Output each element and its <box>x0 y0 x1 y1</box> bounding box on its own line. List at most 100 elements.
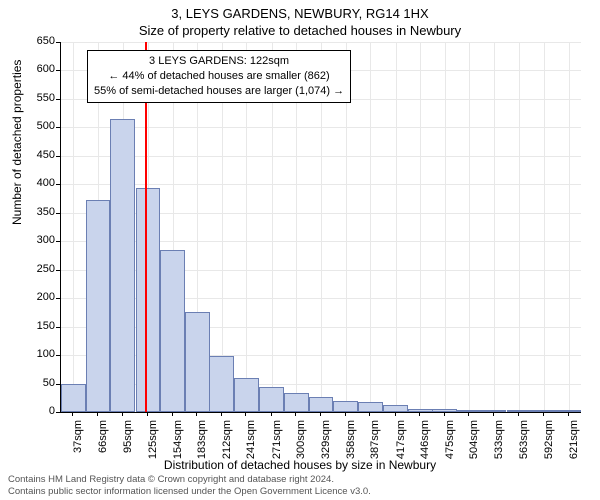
grid-line-vertical <box>396 42 397 412</box>
grid-line-vertical <box>544 42 545 412</box>
histogram-bar <box>209 356 234 412</box>
y-tick <box>56 241 60 242</box>
x-tick <box>320 412 321 416</box>
x-tick <box>196 412 197 416</box>
x-tick <box>395 412 396 416</box>
histogram-bar <box>358 402 383 412</box>
x-tick-label: 95sqm <box>122 420 134 465</box>
y-tick <box>56 213 60 214</box>
histogram-bar <box>86 200 111 412</box>
x-tick <box>221 412 222 416</box>
histogram-bar <box>185 312 210 412</box>
y-tick <box>56 70 60 71</box>
x-tick <box>518 412 519 416</box>
x-tick-label: 300sqm <box>295 420 307 465</box>
y-tick-label: 400 <box>25 177 55 189</box>
x-tick-label: 329sqm <box>320 420 332 465</box>
grid-line-vertical <box>569 42 570 412</box>
x-tick <box>245 412 246 416</box>
y-tick <box>56 327 60 328</box>
y-tick-label: 250 <box>25 263 55 275</box>
x-tick-label: 154sqm <box>172 420 184 465</box>
x-tick-label: 66sqm <box>97 420 109 465</box>
y-tick-label: 150 <box>25 320 55 332</box>
x-tick <box>419 412 420 416</box>
y-tick <box>56 42 60 43</box>
x-tick <box>345 412 346 416</box>
histogram-bar <box>383 405 408 412</box>
x-tick <box>369 412 370 416</box>
x-tick <box>295 412 296 416</box>
histogram-bar <box>556 410 581 412</box>
y-tick-label: 500 <box>25 120 55 132</box>
footer-line-2: Contains public sector information licen… <box>8 486 371 497</box>
x-tick-label: 533sqm <box>493 420 505 465</box>
x-tick-label: 592sqm <box>543 420 555 465</box>
histogram-bar <box>110 119 135 412</box>
x-tick <box>568 412 569 416</box>
histogram-bar <box>457 410 482 412</box>
histogram-bar <box>259 387 284 412</box>
y-tick-label: 100 <box>25 348 55 360</box>
x-tick-label: 241sqm <box>245 420 257 465</box>
chart-container: 3, LEYS GARDENS, NEWBURY, RG14 1HX Size … <box>0 0 600 500</box>
y-tick-label: 650 <box>25 35 55 47</box>
x-tick <box>97 412 98 416</box>
y-tick <box>56 127 60 128</box>
y-tick-label: 350 <box>25 206 55 218</box>
chart-title-sub: Size of property relative to detached ho… <box>0 23 600 38</box>
histogram-bar <box>284 393 309 412</box>
y-tick-label: 450 <box>25 149 55 161</box>
chart-title-main: 3, LEYS GARDENS, NEWBURY, RG14 1HX <box>0 6 600 21</box>
x-tick <box>543 412 544 416</box>
grid-line-vertical <box>370 42 371 412</box>
annotation-line-2: ← 44% of detached houses are smaller (86… <box>94 69 344 84</box>
grid-line-vertical <box>73 42 74 412</box>
grid-line-vertical <box>469 42 470 412</box>
x-tick-label: 446sqm <box>419 420 431 465</box>
x-tick <box>271 412 272 416</box>
y-tick <box>56 99 60 100</box>
x-tick-label: 183sqm <box>196 420 208 465</box>
histogram-bar <box>507 410 532 412</box>
x-tick-label: 358sqm <box>345 420 357 465</box>
x-tick-label: 475sqm <box>444 420 456 465</box>
y-tick <box>56 156 60 157</box>
y-tick-label: 300 <box>25 234 55 246</box>
x-tick-label: 417sqm <box>395 420 407 465</box>
x-tick-label: 563sqm <box>518 420 530 465</box>
x-tick <box>172 412 173 416</box>
x-tick-label: 37sqm <box>72 420 84 465</box>
y-axis-title: Number of detached properties <box>10 60 24 225</box>
annotation-line-1: 3 LEYS GARDENS: 122sqm <box>94 54 344 69</box>
y-tick <box>56 355 60 356</box>
y-tick-label: 200 <box>25 291 55 303</box>
x-tick-label: 504sqm <box>468 420 480 465</box>
grid-line-vertical <box>519 42 520 412</box>
y-tick <box>56 298 60 299</box>
x-tick-label: 125sqm <box>147 420 159 465</box>
x-tick <box>468 412 469 416</box>
x-tick-label: 387sqm <box>369 420 381 465</box>
y-tick <box>56 384 60 385</box>
histogram-bar <box>309 397 334 412</box>
x-tick-label: 621sqm <box>568 420 580 465</box>
chart-footer: Contains HM Land Registry data © Crown c… <box>8 474 371 497</box>
y-tick <box>56 412 60 413</box>
y-tick-label: 50 <box>25 377 55 389</box>
y-tick-label: 550 <box>25 92 55 104</box>
grid-line-vertical <box>420 42 421 412</box>
x-tick <box>493 412 494 416</box>
grid-line-vertical <box>494 42 495 412</box>
histogram-bar <box>408 409 433 412</box>
y-tick-label: 600 <box>25 63 55 75</box>
y-tick <box>56 270 60 271</box>
x-tick <box>444 412 445 416</box>
x-tick <box>72 412 73 416</box>
histogram-bar <box>333 401 358 412</box>
x-tick <box>122 412 123 416</box>
histogram-bar <box>160 250 185 412</box>
plot-area: 3 LEYS GARDENS: 122sqm ← 44% of detached… <box>60 42 581 413</box>
y-tick-label: 0 <box>25 405 55 417</box>
x-tick-label: 271sqm <box>271 420 283 465</box>
